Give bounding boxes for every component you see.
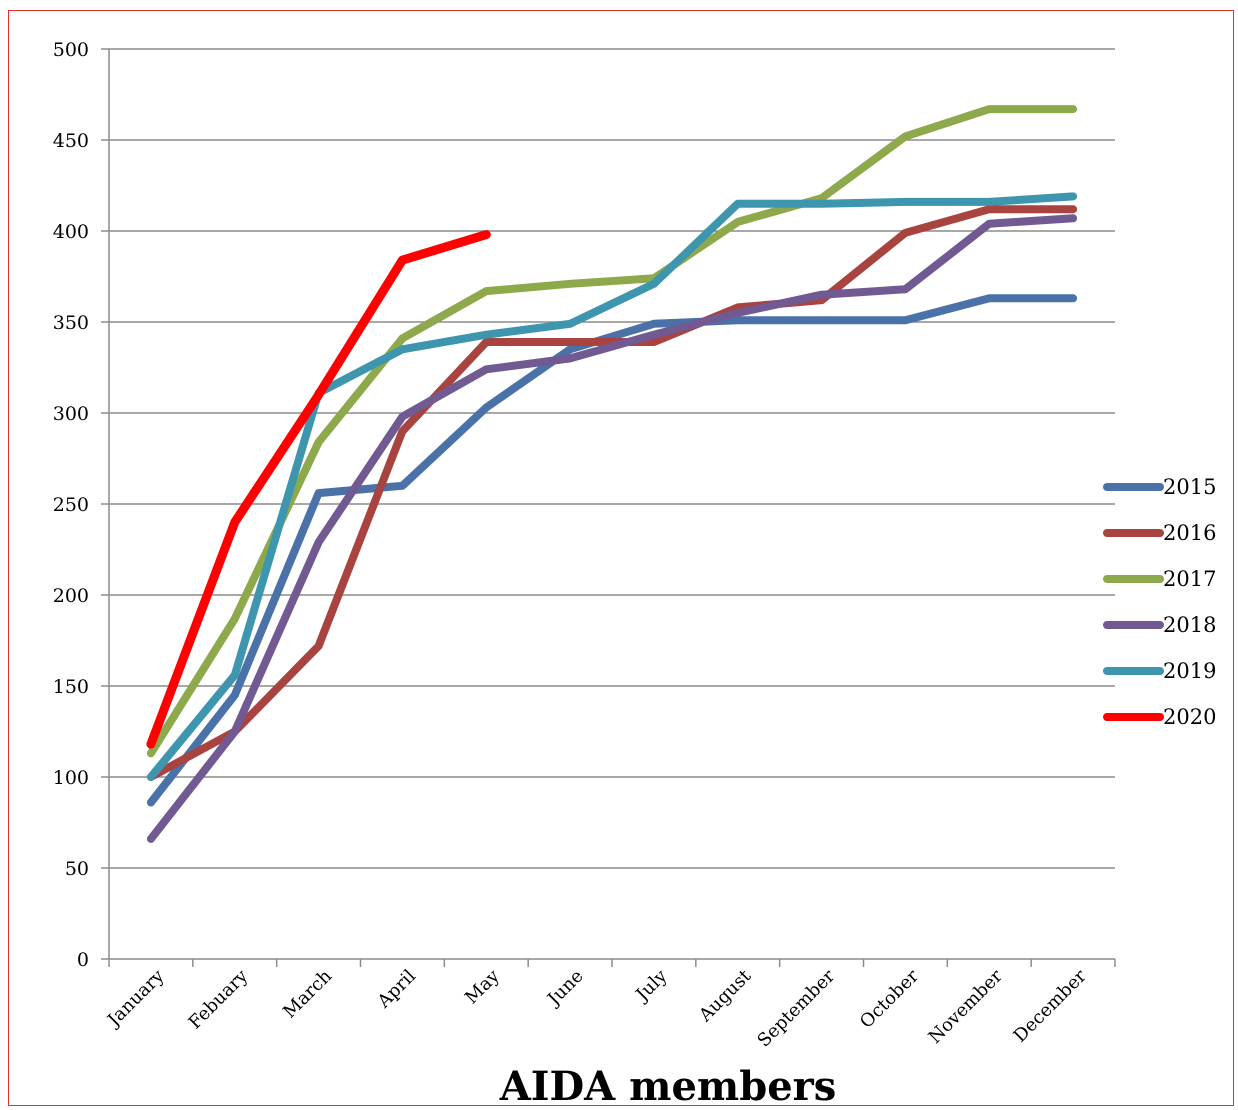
x-tick-label: August xyxy=(694,965,755,1026)
legend: 2015 2016 2017 2018 2019 2020 xyxy=(1103,475,1216,729)
series-line-2020 xyxy=(146,230,491,749)
x-tick-label: September xyxy=(753,965,839,1051)
x-tick-label: November xyxy=(925,965,1007,1047)
y-tick-label: 0 xyxy=(77,949,89,971)
series-line-2016 xyxy=(146,205,1078,781)
legend-label-2017: 2017 xyxy=(1163,567,1216,591)
legend-label-2018: 2018 xyxy=(1163,613,1216,637)
gridlines xyxy=(109,48,1115,869)
x-tick-label: April xyxy=(373,966,420,1013)
series-line-2017 xyxy=(146,105,1078,758)
x-tick-label: October xyxy=(856,965,923,1032)
y-tick-label: 300 xyxy=(53,403,89,425)
y-tick-label: 50 xyxy=(65,858,89,880)
x-tick-label: December xyxy=(1010,965,1091,1046)
x-tick-label: May xyxy=(461,965,504,1008)
y-axis-ticks: 0 50 100 150 200 250 300 350 400 450 500 xyxy=(53,39,89,971)
y-tick-label: 500 xyxy=(53,39,89,61)
legend-label-2019: 2019 xyxy=(1163,659,1216,683)
x-tick-label: July xyxy=(631,965,672,1006)
y-tick-label: 150 xyxy=(53,676,89,698)
series-line-2019 xyxy=(146,192,1078,781)
y-tick-label: 100 xyxy=(53,767,89,789)
legend-label-2015: 2015 xyxy=(1163,475,1216,499)
legend-label-2020: 2020 xyxy=(1163,705,1216,729)
y-tick-label: 400 xyxy=(53,221,89,243)
x-tick-label: Febuary xyxy=(185,965,253,1033)
chart-frame xyxy=(8,10,1234,1106)
axes xyxy=(101,48,1116,967)
series-lines xyxy=(146,105,1078,843)
legend-label-2016: 2016 xyxy=(1163,521,1216,545)
y-tick-label: 250 xyxy=(53,494,89,516)
x-tick-label: March xyxy=(279,965,336,1022)
chart-title: AIDA members xyxy=(499,1063,837,1110)
y-tick-label: 450 xyxy=(53,130,89,152)
x-axis-ticks: January Febuary March April May June July Augus… xyxy=(102,965,1091,1051)
y-tick-label: 200 xyxy=(53,585,89,607)
x-tick-label: January xyxy=(102,965,169,1032)
y-tick-label: 350 xyxy=(53,312,89,334)
series-line-2018 xyxy=(146,214,1078,843)
series-line-2015 xyxy=(146,294,1078,807)
x-tick-label: June xyxy=(542,966,587,1011)
